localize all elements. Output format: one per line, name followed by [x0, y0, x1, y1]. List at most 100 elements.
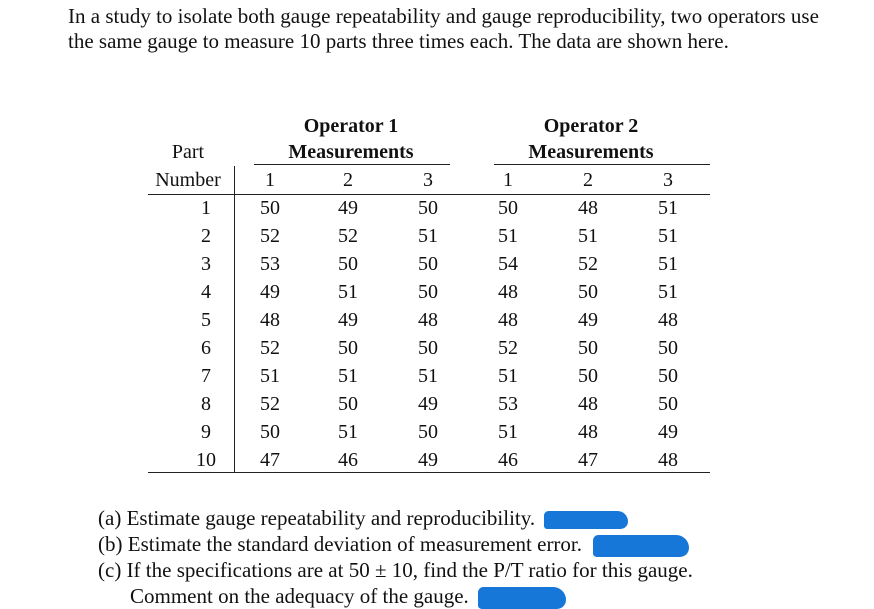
op2-trial-3-cell: 49 [658, 421, 678, 443]
op1-trial-2-cell: 51 [338, 281, 358, 303]
operator-1-title: Operator 1 [303, 115, 399, 137]
table-row: 2 52 52 51 51 51 51 [148, 222, 718, 250]
op2-trial-2-cell: 50 [578, 337, 598, 359]
table-row: 8 52 50 49 53 48 50 [148, 390, 718, 418]
question-c-text-2: Comment on the adequacy of the gauge. [130, 584, 469, 609]
part-number-cell: 10 [196, 449, 216, 471]
op2-trial-1-cell: 53 [498, 393, 518, 415]
op1-trial-2-cell: 50 [338, 337, 358, 359]
op2-trial-2-cell: 48 [578, 421, 598, 443]
question-b-text: Estimate the standard deviation of measu… [127, 532, 583, 556]
op1-trial-2-cell: 52 [338, 225, 358, 247]
op1-trial-1-cell: 47 [260, 449, 280, 471]
question-list: (a) Estimate gauge repeatability and rep… [98, 505, 858, 609]
operator-2-underline [494, 164, 710, 165]
part-number-cell: 5 [201, 309, 211, 331]
question-c-continued: Comment on the adequacy of the gauge. [98, 583, 858, 609]
part-number-cell: 7 [201, 365, 211, 387]
table-row: 9 50 51 50 51 48 49 [148, 418, 718, 446]
op2-trial-2-cell: 48 [578, 197, 598, 219]
redaction-mark-b [593, 535, 690, 558]
op2-trial-1-cell: 50 [498, 197, 518, 219]
op1-trial-2-cell: 49 [338, 197, 358, 219]
op1-trial-3-cell: 50 [418, 337, 438, 359]
op2-trial-3-header: 3 [663, 169, 673, 191]
operator-2-subtitle: Measurements [528, 141, 654, 163]
operator-1-underline [254, 164, 450, 165]
trial-header-row: Number 1 2 3 1 2 3 [148, 166, 718, 194]
op2-trial-1-cell: 51 [498, 421, 518, 443]
op1-trial-1-cell: 53 [260, 253, 280, 275]
part-header-line1: Part [171, 141, 205, 163]
op1-trial-3-cell: 51 [418, 225, 438, 247]
op1-trial-2-header: 2 [343, 169, 353, 191]
part-column-rule [234, 166, 235, 472]
op2-trial-3-cell: 51 [658, 281, 678, 303]
question-c-text: If the specifications are at 50 ± 10, fi… [126, 558, 693, 583]
op2-trial-3-cell: 50 [658, 337, 678, 359]
op2-trial-1-cell: 52 [498, 337, 518, 359]
part-number-cell: 4 [201, 281, 211, 303]
table-row: 10 47 46 49 46 47 48 [148, 446, 718, 474]
op2-trial-3-cell: 48 [658, 309, 678, 331]
op2-trial-3-cell: 48 [658, 449, 678, 471]
question-a-label: (a) [98, 506, 122, 530]
op1-trial-1-cell: 50 [260, 421, 280, 443]
op2-trial-1-cell: 48 [498, 281, 518, 303]
question-b: (b) Estimate the standard deviation of m… [98, 531, 858, 558]
op2-trial-1-cell: 51 [498, 225, 518, 247]
table-row: 7 51 51 51 51 50 50 [148, 362, 718, 390]
question-c: (c) If the specifications are at 50 ± 10… [98, 557, 858, 583]
op2-trial-1-cell: 46 [498, 449, 518, 471]
op2-trial-3-cell: 51 [658, 225, 678, 247]
redaction-mark-a [544, 511, 629, 530]
op2-trial-2-cell: 50 [578, 365, 598, 387]
op1-trial-1-header: 1 [265, 169, 275, 191]
op1-trial-2-cell: 50 [338, 253, 358, 275]
op1-trial-1-cell: 50 [260, 197, 280, 219]
part-number-cell: 6 [201, 337, 211, 359]
header-bottom-rule [148, 194, 710, 195]
measurements-subtitle-row: Part Measurements Measurements [148, 138, 718, 166]
part-number-cell: 2 [201, 225, 211, 247]
question-c-label: (c) [98, 558, 122, 583]
problem-intro: In a study to isolate both gauge repeata… [68, 4, 819, 53]
op2-trial-3-cell: 50 [658, 393, 678, 415]
op1-trial-1-cell: 52 [260, 225, 280, 247]
table-row: 4 49 51 50 48 50 51 [148, 278, 718, 306]
part-header-line2: Number [155, 169, 221, 191]
op1-trial-3-cell: 50 [418, 197, 438, 219]
op1-trial-2-cell: 49 [338, 309, 358, 331]
op1-trial-1-cell: 49 [260, 281, 280, 303]
op2-trial-2-cell: 48 [578, 393, 598, 415]
op1-trial-1-cell: 52 [260, 337, 280, 359]
table-row: 6 52 50 50 52 50 50 [148, 334, 718, 362]
op2-trial-2-header: 2 [583, 169, 593, 191]
operator-title-row: Operator 1 Operator 2 [148, 112, 718, 140]
question-a-text: Estimate gauge repeatability and reprodu… [126, 506, 536, 530]
op2-trial-2-cell: 47 [578, 449, 598, 471]
op1-trial-3-header: 3 [423, 169, 433, 191]
op1-trial-3-cell: 48 [418, 309, 438, 331]
op2-trial-2-cell: 52 [578, 253, 598, 275]
op1-trial-2-cell: 50 [338, 393, 358, 415]
op2-trial-3-cell: 51 [658, 197, 678, 219]
op1-trial-3-cell: 51 [418, 365, 438, 387]
op2-trial-1-cell: 51 [498, 365, 518, 387]
op2-trial-1-cell: 48 [498, 309, 518, 331]
op1-trial-3-cell: 49 [418, 393, 438, 415]
op2-trial-2-cell: 51 [578, 225, 598, 247]
part-number-cell: 8 [201, 393, 211, 415]
table-row: 5 48 49 48 48 49 48 [148, 306, 718, 334]
question-a: (a) Estimate gauge repeatability and rep… [98, 505, 858, 531]
op2-trial-1-header: 1 [503, 169, 513, 191]
op2-trial-3-cell: 51 [658, 253, 678, 275]
op1-trial-1-cell: 48 [260, 309, 280, 331]
table-row: 3 53 50 50 54 52 51 [148, 250, 718, 278]
op1-trial-3-cell: 49 [418, 449, 438, 471]
redaction-mark-c [478, 587, 567, 609]
table-bottom-rule [148, 472, 710, 473]
operator-2-title: Operator 2 [543, 115, 639, 137]
operator-1-subtitle: Measurements [288, 141, 414, 163]
op2-trial-3-cell: 50 [658, 365, 678, 387]
